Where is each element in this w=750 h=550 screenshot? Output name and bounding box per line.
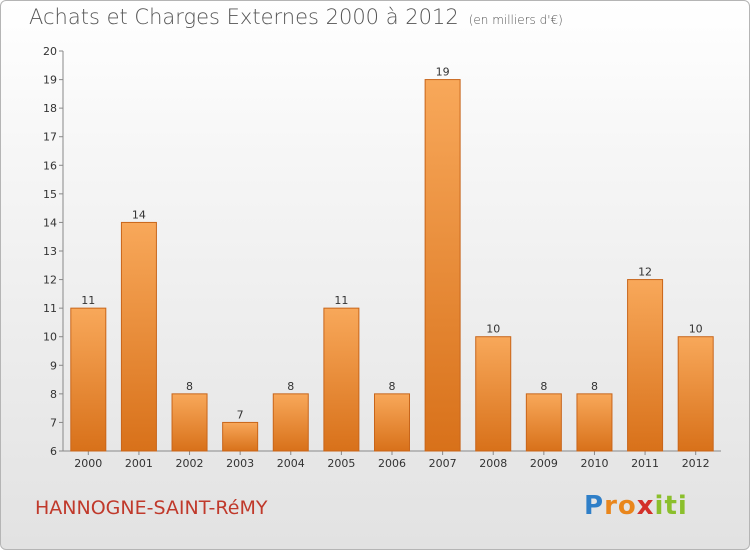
data-label: 8 [389, 380, 396, 393]
x-tick-label: 2001 [125, 457, 153, 470]
bar [475, 336, 512, 452]
y-tick-label: 19 [43, 74, 57, 87]
data-label: 11 [334, 294, 348, 307]
bar [525, 393, 562, 452]
x-tick-label: 2002 [176, 457, 204, 470]
brand-logo-letter: P [584, 491, 605, 521]
bar [374, 393, 410, 452]
bars [70, 79, 714, 452]
location-label: HANNOGNE-SAINT-RéMY [35, 497, 268, 519]
bar [120, 221, 157, 452]
x-tick-label: 2012 [682, 457, 710, 470]
y-tick-label: 17 [43, 131, 57, 144]
y-tick-label: 9 [50, 359, 57, 372]
data-label: 11 [81, 294, 95, 307]
x-axis: 2000 2001 2002 2003 2004 2005 2006 2007 2008 2009… [63, 450, 721, 470]
bar [222, 421, 259, 452]
data-labels: 11 14 8 7 8 11 8 19 10 8 8 12 10 [81, 66, 702, 422]
x-tick-label: 2008 [479, 457, 507, 470]
bar [323, 307, 360, 452]
x-tick-label: 2006 [378, 457, 406, 470]
data-label: 10 [689, 323, 703, 336]
bar [70, 307, 107, 452]
chart-title: Achats et Charges Externes 2000 à 2012 (e… [29, 5, 563, 29]
data-label: 19 [436, 66, 450, 79]
data-label: 12 [638, 266, 652, 279]
brand-logo-letter: x [636, 491, 655, 521]
brand-logo: Proxiti [584, 491, 688, 521]
data-label: 8 [287, 380, 294, 393]
x-tick-label: 2000 [74, 457, 102, 470]
y-tick-label: 11 [43, 302, 57, 315]
x-tick-label: 2005 [327, 457, 355, 470]
brand-logo-letter: t [664, 491, 678, 521]
y-tick-label: 7 [50, 416, 57, 429]
bar [576, 393, 613, 452]
y-tick-label: 6 [50, 445, 57, 458]
data-label: 8 [186, 380, 193, 393]
y-tick-label: 16 [43, 159, 57, 172]
y-tick-label: 15 [43, 188, 57, 201]
x-tick-label: 2007 [429, 457, 457, 470]
bar [627, 279, 664, 452]
data-label: 7 [237, 408, 244, 421]
x-tick-label: 2004 [277, 457, 305, 470]
bar [272, 393, 309, 452]
data-label: 14 [132, 208, 146, 221]
y-tick-label: 13 [43, 245, 57, 258]
y-tick-label: 8 [50, 388, 57, 401]
brand-logo-letter: i [677, 491, 688, 521]
x-tick-label: 2011 [631, 457, 659, 470]
data-label: 10 [486, 323, 500, 336]
chart-title-text: Achats et Charges Externes 2000 à 2012 [29, 5, 459, 29]
chart-unit-subtitle: (en milliers d'€) [468, 13, 563, 27]
y-tick-label: 10 [43, 331, 57, 344]
y-tick-label: 20 [43, 45, 57, 58]
y-tick-label: 12 [43, 274, 57, 287]
data-label: 8 [591, 380, 598, 393]
bar [424, 79, 461, 452]
bar [171, 393, 208, 452]
brand-logo-letter: i [654, 491, 665, 521]
bar [677, 336, 714, 452]
y-axis: 6 7 8 9 10 11 12 13 14 15 16 17 18 19 20 [43, 45, 64, 458]
x-tick-label: 2010 [580, 457, 608, 470]
y-tick-label: 14 [43, 216, 57, 229]
brand-logo-letter: o [617, 491, 637, 521]
x-tick-label: 2003 [226, 457, 254, 470]
x-tick-label: 2009 [530, 457, 558, 470]
brand-logo-letter: r [604, 491, 618, 521]
data-label: 8 [540, 380, 547, 393]
y-tick-label: 18 [43, 102, 57, 115]
